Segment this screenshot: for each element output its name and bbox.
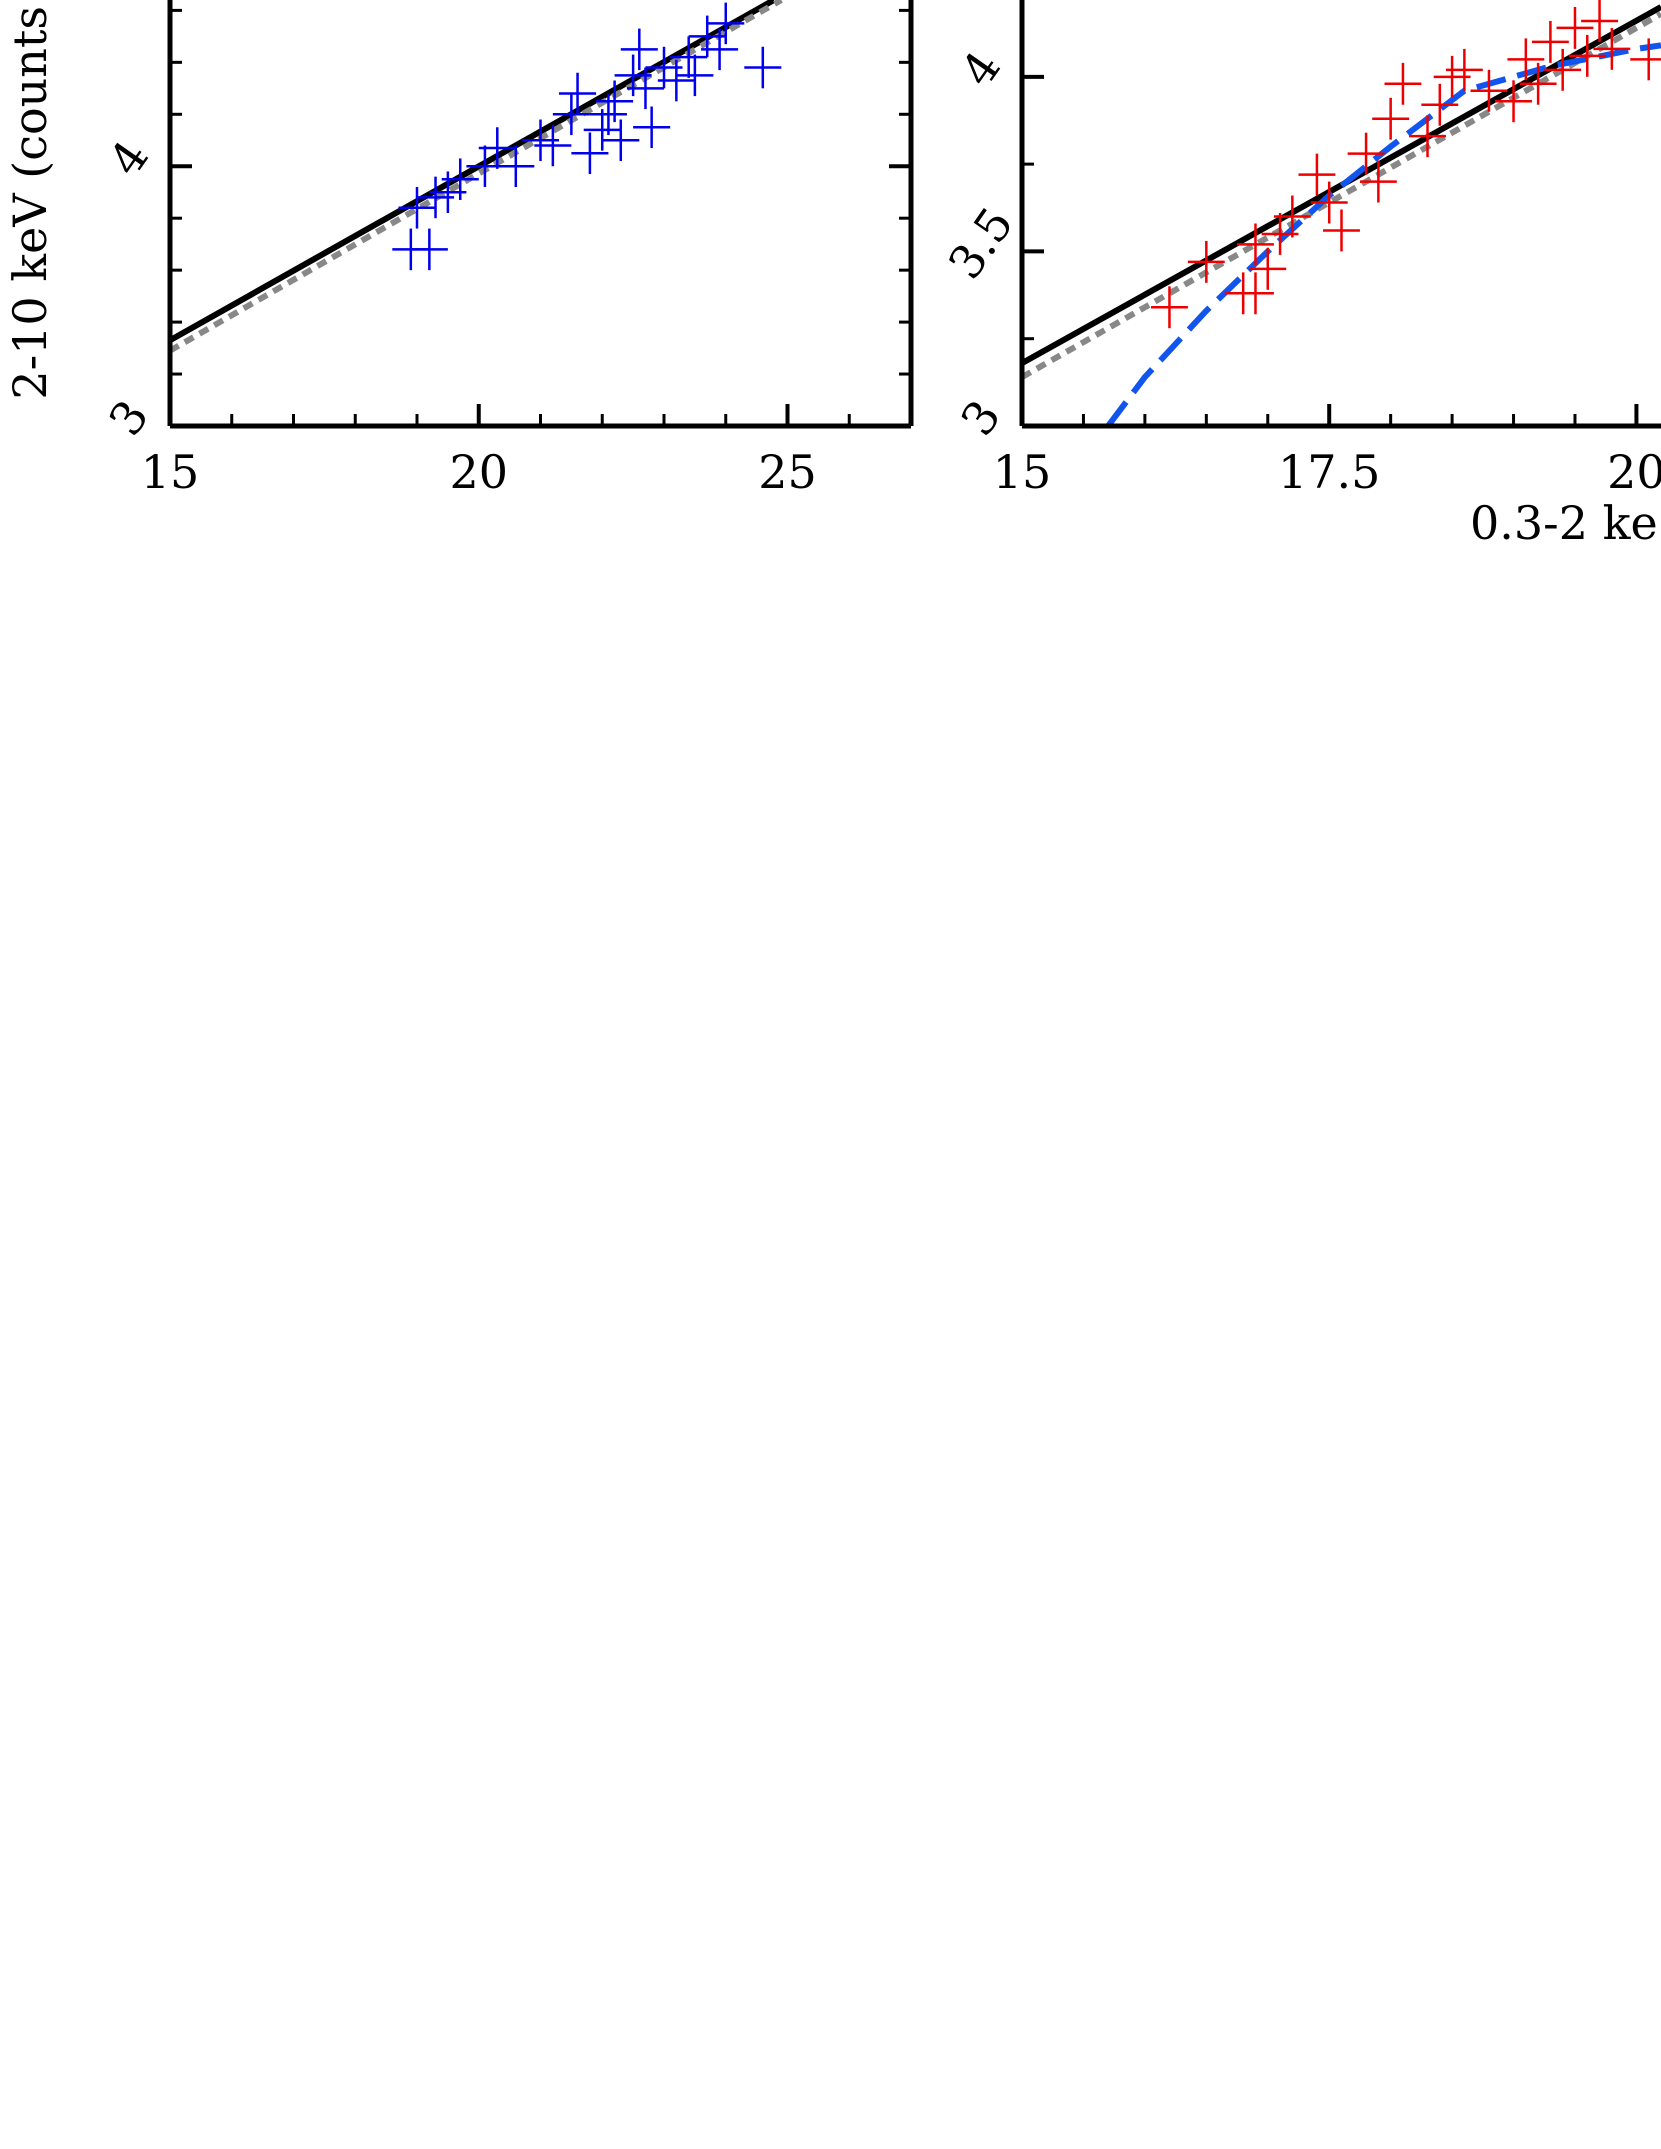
fit-line bbox=[170, 0, 783, 354]
x-tick-label: 20 bbox=[449, 445, 508, 499]
y-tick-label: 3 bbox=[98, 390, 159, 445]
plot-area bbox=[1022, 0, 1661, 426]
y-tick-label: 3 bbox=[950, 390, 1011, 445]
x-tick-label: 25 bbox=[758, 445, 817, 499]
x-axis-label: 0.3-2 ke bbox=[1470, 496, 1658, 550]
plot-area bbox=[170, 0, 783, 354]
y-axis-label: 2-10 keV (counts bbox=[3, 6, 57, 400]
x-tick-label: 20 bbox=[1607, 445, 1661, 499]
fit-line bbox=[170, 0, 776, 343]
x-tick-label: 17.5 bbox=[1278, 445, 1380, 499]
y-tick-label: 4 bbox=[950, 41, 1011, 96]
fit-line bbox=[1022, 11, 1661, 380]
fit-line bbox=[1105, 42, 1661, 426]
x-tick-label: 15 bbox=[993, 445, 1052, 499]
y-tick-label: 4 bbox=[98, 130, 159, 185]
y-tick-label: 3.5 bbox=[938, 198, 1024, 289]
x-tick-label: 15 bbox=[141, 445, 200, 499]
